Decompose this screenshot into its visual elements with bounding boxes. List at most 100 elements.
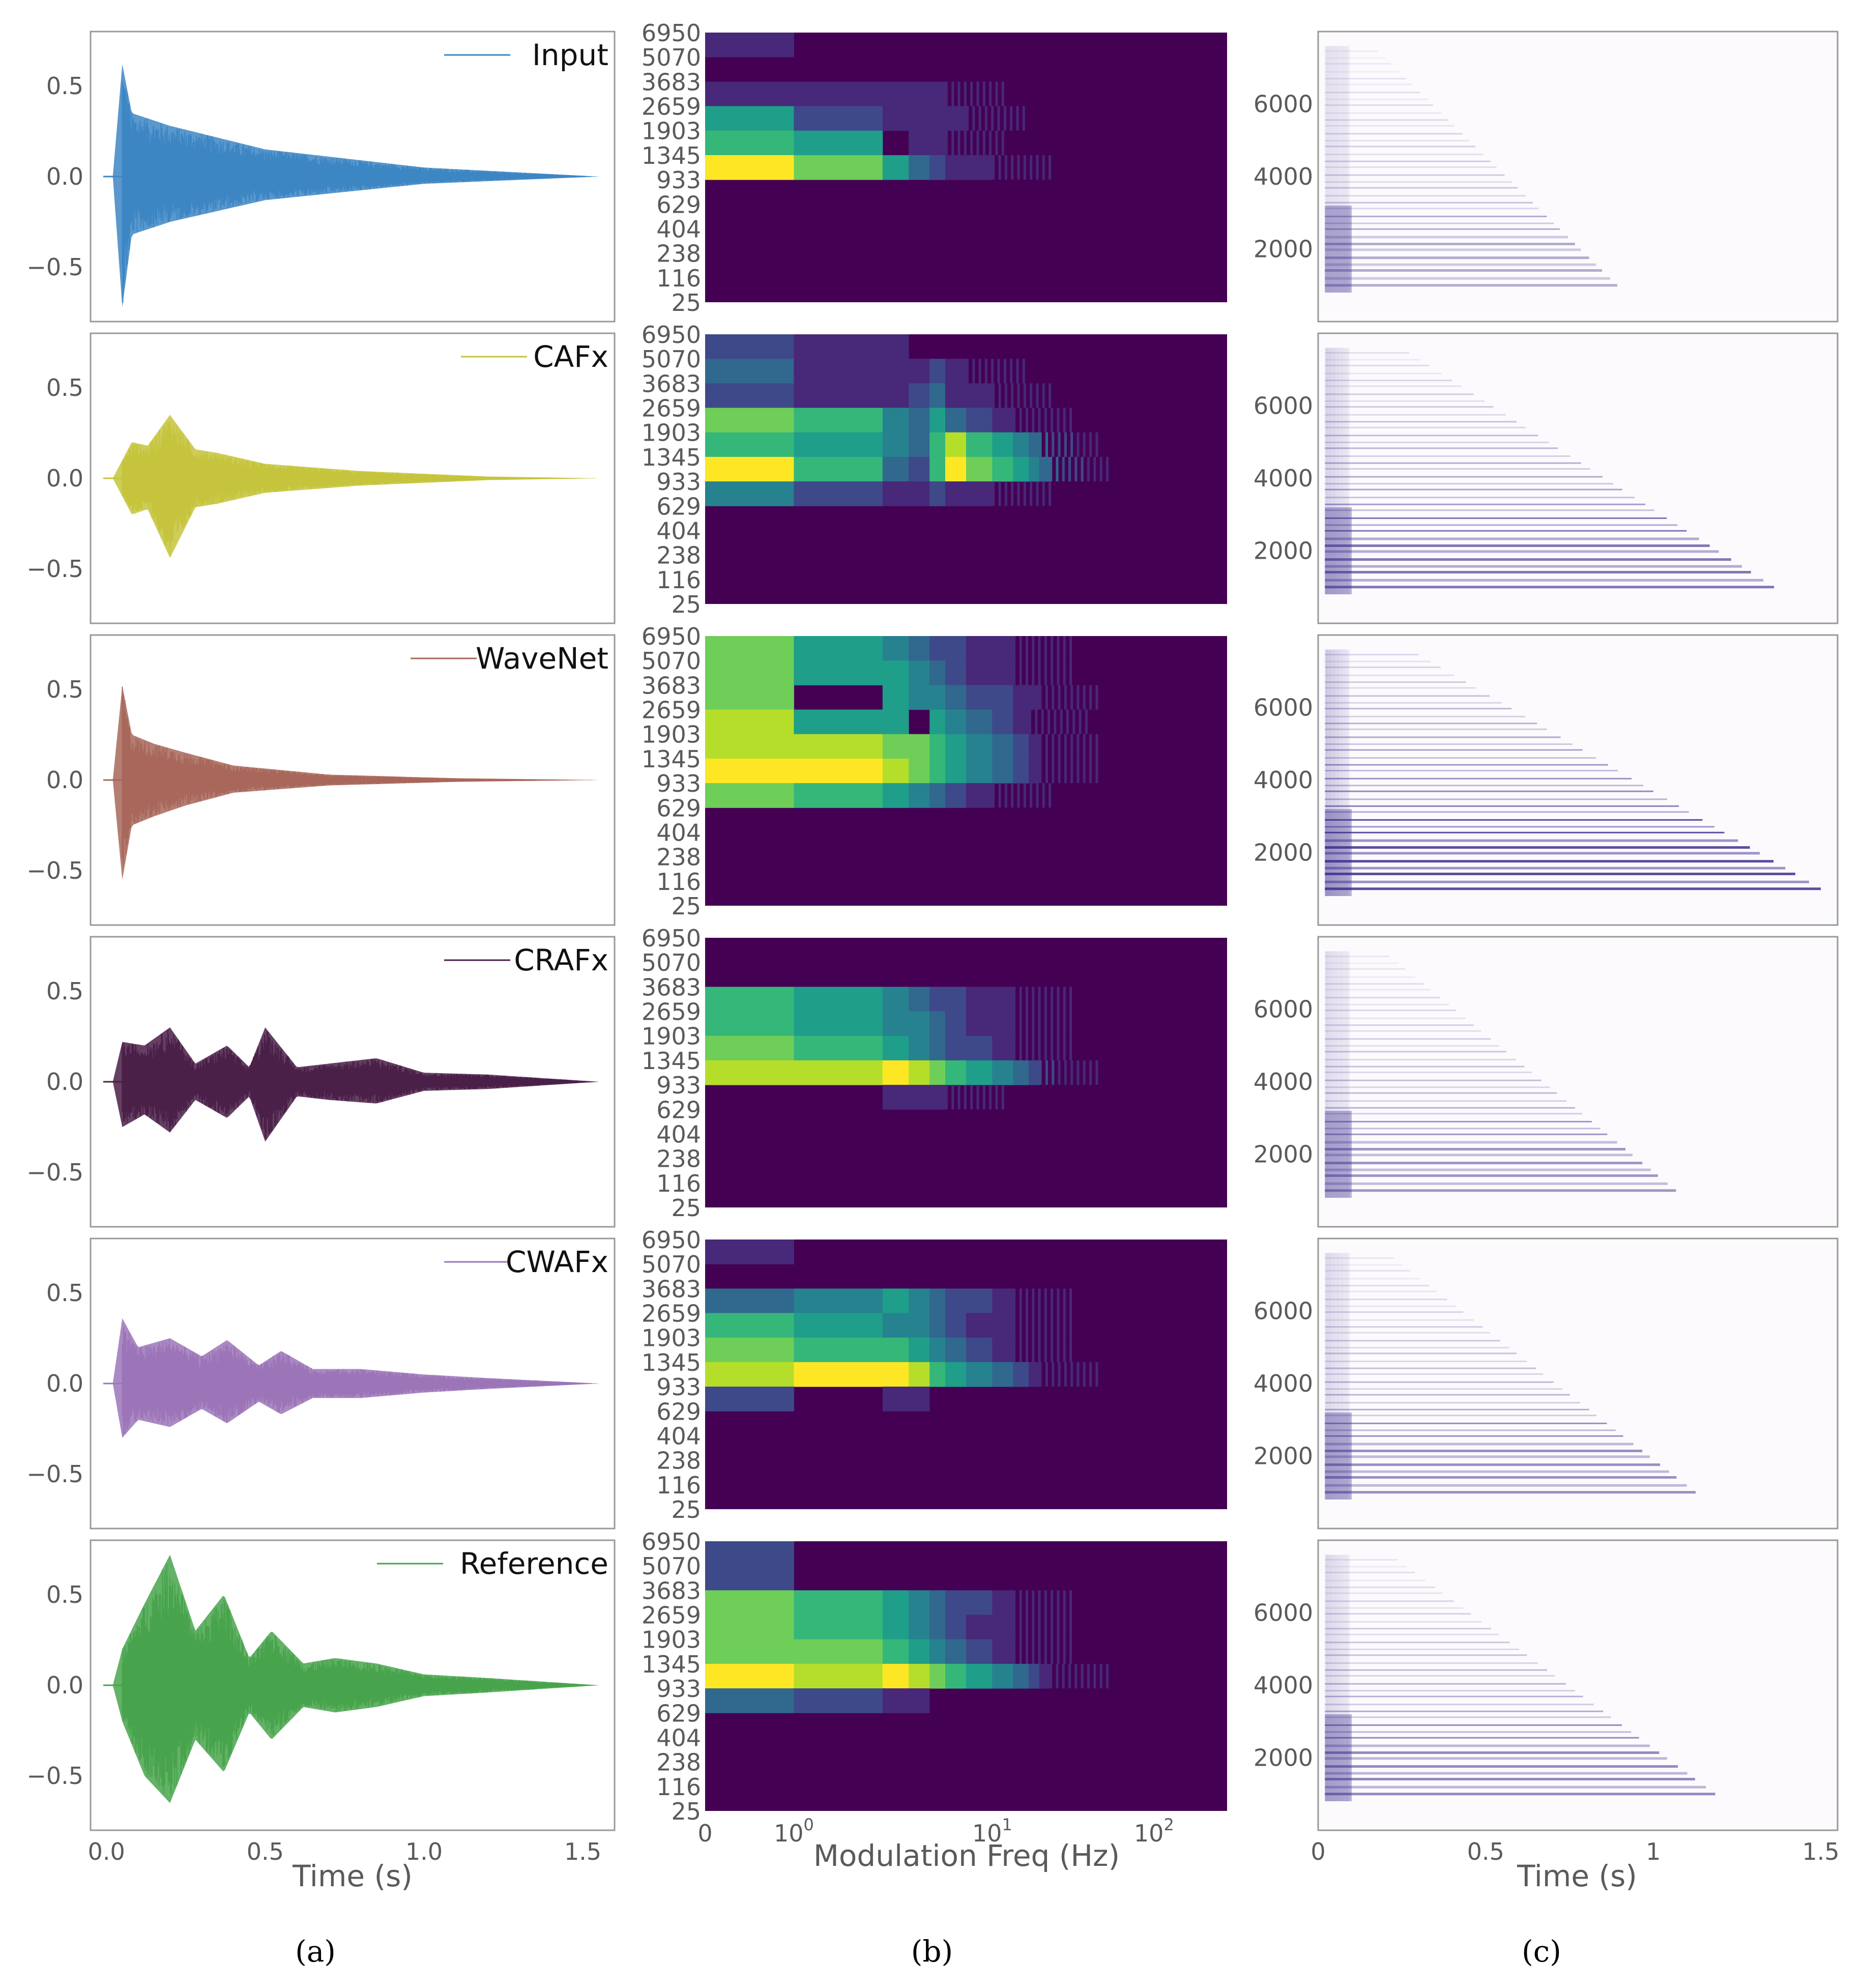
heatmap-cell [1030,481,1033,506]
heatmap-cell [1045,758,1048,784]
heatmap-cell [1013,432,1029,457]
modulation-y-tick-label: 404 [656,819,701,846]
spectrogram-axes-frame [1317,936,1839,1228]
heatmap-cell [992,1590,1013,1616]
heatmap-cell [966,783,993,808]
modulation-y-tick-label: 629 [656,1398,701,1425]
spectrogram-y-tick-label: 6000 [1254,1599,1313,1627]
heatmap-cell [1022,106,1025,131]
spectrogram-x-tick-label: 0 [1311,1838,1325,1865]
heatmap-cell [882,334,909,359]
spectrogram-panel-reference: 6000 4000 2000 0 0.5 1 1.5 Time (s) [1254,1539,1840,1893]
heatmap-cell [1095,685,1098,710]
heatmap-cell [1087,456,1090,482]
heatmap-cell [966,432,993,457]
spectrogram-onset [1341,649,1343,896]
heatmap-cell [1058,734,1061,759]
legend-label: WaveNet [476,641,608,676]
heatmap-cell [1058,685,1061,710]
heatmap-cell [1011,155,1014,180]
tick-superscript: 1 [1002,1815,1012,1834]
heatmap-cell [794,1362,883,1387]
spectrogram-onset [1348,348,1350,594]
heatmap-cell [992,408,1013,433]
modulation-y-tick-label: 404 [656,1422,701,1450]
heatmap-cell [1013,1060,1029,1085]
heatmap-cell [970,1085,973,1110]
heatmap-cell [1013,758,1029,784]
heatmap-cell [1013,1011,1016,1036]
heatmap-cell [909,81,930,107]
modulation-y-tick-label: 933 [656,166,701,194]
spectrogram-onset [1331,951,1334,1198]
heatmap-cell [794,734,883,759]
modulation-y-tick-label: 1903 [642,118,701,145]
heatmap-cell [705,987,794,1012]
heatmap-cell [966,758,993,784]
heatmap-cell [1026,1590,1028,1615]
heatmap-cell [1051,1337,1054,1362]
waveform-y-tick-label: −0.5 [26,555,83,583]
heatmap-cell [705,359,794,384]
modulation-y-tick-label: 5070 [642,949,701,976]
spectrogram-onset [1326,1253,1328,1500]
heatmap-cell [705,1240,794,1264]
heatmap-cell [1069,1288,1072,1313]
heatmap-cell [705,734,794,759]
modulation-x-axis-label: Modulation Freq (Hz) [813,1838,1120,1873]
heatmap-cell [882,106,909,131]
modulation-y-tick-label: 3683 [642,68,701,96]
heatmap-cell [929,1085,946,1110]
heatmap-cell [882,1615,909,1640]
heatmap-cell [1057,1011,1060,1036]
heatmap-cell [1069,660,1072,685]
heatmap-cell [957,1085,960,1110]
spectrogram-onset [1329,46,1331,293]
heatmap-cell [794,456,883,482]
heatmap-cell [945,783,967,808]
spectrogram-onset [1342,348,1345,594]
heatmap-cell [705,1387,794,1411]
spectrogram-onset [1329,348,1331,594]
spectrogram-panel-wavenet: 6000 4000 2000 [1254,634,1839,926]
modulation-y-tick-label: 6950 [642,623,701,650]
heatmap-cell [1064,432,1067,457]
heatmap-cell [992,432,1013,457]
spectrogram-y-tick-label: 2000 [1254,1141,1313,1168]
spectrogram-onset [1346,951,1349,1198]
spectrogram-x-tick-label: 1.5 [1802,1838,1839,1865]
spectrogram-onset [1330,649,1332,896]
spectrogram-onset [1335,1253,1338,1500]
heatmap-cell [1042,155,1045,180]
heatmap-cell [794,636,883,661]
spectrogram-onset [1326,1554,1328,1801]
heatmap-cell [1076,1362,1080,1387]
spectrogram-y-tick-label: 4000 [1254,766,1313,794]
spectrogram-onset [1348,1554,1350,1801]
heatmap-cell [794,783,883,808]
heatmap-cell [998,481,1001,506]
spectrogram-onset [1333,1554,1335,1801]
spectrogram-onset [1336,1253,1339,1500]
heatmap-cell [1047,709,1051,734]
heatmap-cell [929,1313,946,1338]
heatmap-cell [945,481,967,506]
heatmap-cell [909,359,930,384]
heatmap-cell [945,1663,967,1689]
heatmap-cell [1057,1337,1060,1362]
spectrogram-onset [1327,348,1330,594]
spectrogram-onset [1345,1253,1347,1500]
modulation-y-tick-label: 629 [656,191,701,218]
heatmap-cell [1038,1615,1041,1639]
heatmap-cell [1095,734,1098,759]
spectrogram-onset [1331,1554,1334,1801]
heatmap-cell [1011,783,1014,808]
heatmap-cell [1019,1615,1022,1639]
heatmap-cell [945,1639,967,1664]
heatmap-cell [705,334,794,359]
heatmap-cell [1023,783,1026,808]
heatmap-cell [794,130,883,156]
heatmap-cell [945,408,967,433]
spectrogram-x-tick-label: 1 [1646,1838,1661,1865]
